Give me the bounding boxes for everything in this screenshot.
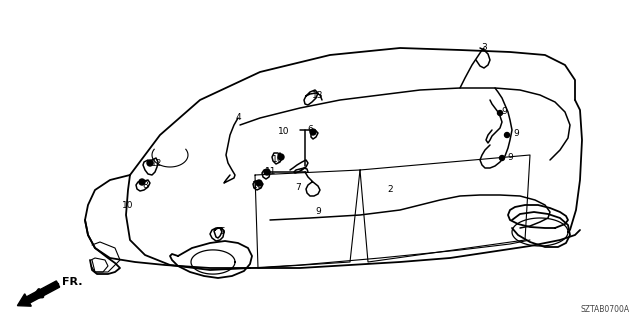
Circle shape — [256, 180, 262, 186]
Text: 10: 10 — [278, 126, 290, 135]
FancyArrow shape — [17, 281, 60, 306]
Text: 9: 9 — [315, 207, 321, 217]
Text: 12: 12 — [151, 158, 163, 167]
Circle shape — [264, 169, 270, 175]
Text: 11: 11 — [265, 167, 276, 177]
Text: SZTAB0700A: SZTAB0700A — [581, 305, 630, 314]
Text: 10: 10 — [272, 156, 284, 164]
Circle shape — [278, 154, 284, 160]
Circle shape — [139, 179, 145, 185]
Text: 7: 7 — [295, 183, 301, 193]
Text: 3: 3 — [481, 44, 487, 52]
Text: 4: 4 — [235, 114, 241, 123]
Text: 10: 10 — [252, 180, 264, 189]
Circle shape — [310, 129, 316, 135]
Text: 9: 9 — [507, 154, 513, 163]
Circle shape — [499, 156, 504, 161]
Circle shape — [147, 160, 153, 166]
Circle shape — [497, 110, 502, 116]
Text: 13: 13 — [312, 92, 324, 100]
Text: 10: 10 — [122, 201, 134, 210]
Text: 5: 5 — [219, 227, 225, 236]
Text: 8: 8 — [142, 180, 148, 189]
Text: FR.: FR. — [62, 277, 83, 287]
Text: 2: 2 — [387, 186, 393, 195]
Text: 9: 9 — [513, 130, 519, 139]
Circle shape — [504, 132, 509, 138]
Text: 6: 6 — [307, 125, 313, 134]
Text: 9: 9 — [501, 108, 507, 116]
